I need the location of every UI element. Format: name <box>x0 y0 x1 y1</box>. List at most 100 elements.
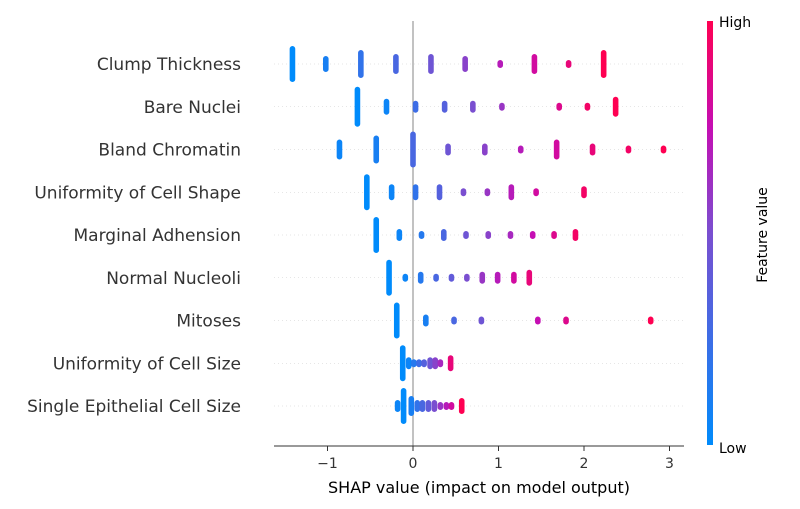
shap-point <box>478 316 485 325</box>
colorbar-low-label: Low <box>719 441 747 457</box>
shap-point <box>482 143 488 156</box>
feature-label: Bland Chromatin <box>98 141 241 161</box>
shap-point <box>612 96 619 117</box>
shap-point <box>386 259 392 296</box>
shap-point <box>437 359 444 368</box>
colorbar <box>707 21 713 445</box>
shap-point <box>553 139 560 160</box>
shap-point <box>441 100 448 113</box>
shap-point <box>447 355 454 372</box>
shap-point <box>423 314 429 327</box>
shap-point <box>464 273 470 282</box>
feature-label: Normal Nucleoli <box>106 269 241 289</box>
shap-point <box>383 98 390 115</box>
shap-point <box>460 188 467 197</box>
shap-point <box>373 217 380 253</box>
shap-point <box>448 402 455 410</box>
points-layer <box>289 46 667 424</box>
feature-label: Marginal Adhension <box>74 226 242 246</box>
shap-point <box>393 54 399 74</box>
shap-point <box>289 46 296 82</box>
shap-point <box>400 388 407 424</box>
shap-point <box>660 145 667 154</box>
feature-label: Clump Thickness <box>97 55 241 75</box>
shap-point <box>497 60 504 68</box>
colorbar-title: Feature value <box>755 187 771 283</box>
shap-point <box>394 400 401 412</box>
shap-point <box>416 359 422 368</box>
feature-label: Mitoses <box>176 312 241 332</box>
shap-point <box>336 139 343 160</box>
x-tick-label: 2 <box>580 456 589 472</box>
shap-point <box>432 357 439 370</box>
shap-point <box>531 54 538 74</box>
shap-point <box>410 131 416 168</box>
shap-point <box>428 54 434 74</box>
shap-point <box>526 269 533 286</box>
x-axis-title: SHAP value (impact on model output) <box>328 478 630 497</box>
colorbar-high-label: High <box>719 15 751 31</box>
shap-point <box>405 357 412 370</box>
shap-point <box>507 231 514 239</box>
shap-point <box>399 345 406 382</box>
shap-point <box>437 402 444 410</box>
shap-point <box>402 273 409 282</box>
x-axis-ticks: −1 0 1 2 3 <box>317 446 674 472</box>
shap-point <box>443 402 450 410</box>
shap-point <box>418 231 425 239</box>
shap-point <box>431 400 438 412</box>
feature-label: Bare Nuclei <box>144 98 241 118</box>
shap-point <box>463 231 469 239</box>
shap-point <box>485 231 492 239</box>
shap-point <box>412 184 419 201</box>
shap-point <box>414 400 421 412</box>
shap-point <box>440 229 447 241</box>
shap-point <box>427 357 433 370</box>
shap-point <box>396 229 403 241</box>
shap-point <box>535 316 541 325</box>
shap-point <box>647 316 654 325</box>
shap-point <box>584 102 591 111</box>
shap-point <box>511 271 517 284</box>
shap-point <box>388 184 395 201</box>
feature-label: Single Epithelial Cell Size <box>27 397 241 417</box>
shap-point <box>508 184 515 201</box>
shap-point <box>417 271 424 284</box>
shap-point <box>373 135 380 164</box>
shap-point <box>517 145 524 154</box>
shap-point <box>458 398 465 414</box>
shap-point <box>408 396 415 416</box>
x-tick-label: 1 <box>494 456 503 472</box>
shap-point <box>479 271 486 284</box>
shap-point <box>533 188 539 197</box>
feature-label: Uniformity of Cell Shape <box>34 183 241 203</box>
shap-point <box>451 316 457 325</box>
shap-point <box>419 400 426 412</box>
feature-label: Uniformity of Cell Size <box>53 354 241 374</box>
shap-point <box>421 359 427 368</box>
shap-point <box>494 271 501 284</box>
shap-point <box>529 231 536 239</box>
shap-point <box>364 174 370 211</box>
shap-point <box>445 143 451 156</box>
shap-point <box>433 273 439 282</box>
shap-point <box>600 50 607 78</box>
feature-rows <box>274 63 684 407</box>
shap-point <box>589 143 596 156</box>
shap-point <box>565 60 572 68</box>
shap-point <box>499 102 505 111</box>
shap-point <box>572 229 579 241</box>
shap-point <box>425 400 432 412</box>
shap-point <box>462 56 468 72</box>
shap-point <box>563 316 569 325</box>
shap-point <box>411 359 417 368</box>
shap-point <box>581 186 587 199</box>
shap-point <box>448 273 455 282</box>
shap-point <box>322 56 329 72</box>
shap-point <box>358 50 364 78</box>
shap-point <box>625 145 632 154</box>
x-tick-label: 0 <box>409 456 418 472</box>
shap-point <box>556 102 563 111</box>
shap-point <box>393 302 400 339</box>
